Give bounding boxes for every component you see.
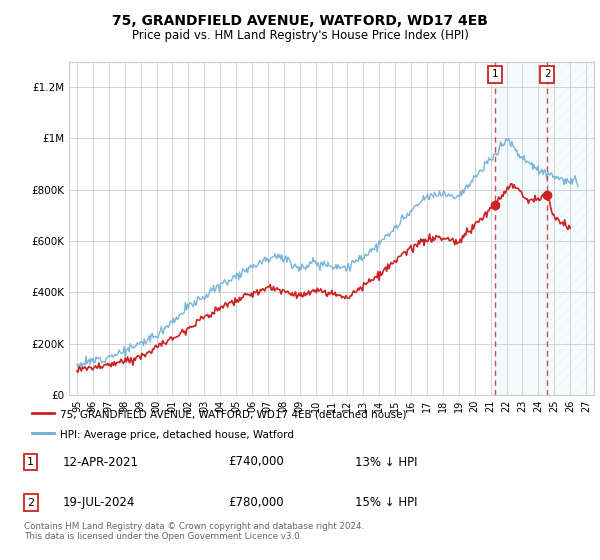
- Text: HPI: Average price, detached house, Watford: HPI: Average price, detached house, Watf…: [60, 430, 294, 440]
- Text: Contains HM Land Registry data © Crown copyright and database right 2024.
This d: Contains HM Land Registry data © Crown c…: [24, 522, 364, 542]
- Text: 1: 1: [492, 69, 499, 80]
- Text: 12-APR-2021: 12-APR-2021: [62, 455, 139, 469]
- Text: 2: 2: [544, 69, 550, 80]
- Bar: [495, 62, 547, 395]
- Text: £780,000: £780,000: [228, 496, 284, 509]
- Text: 13% ↓ HPI: 13% ↓ HPI: [355, 455, 418, 469]
- Text: 1: 1: [27, 457, 34, 467]
- Text: Price paid vs. HM Land Registry's House Price Index (HPI): Price paid vs. HM Land Registry's House …: [131, 29, 469, 42]
- Text: 75, GRANDFIELD AVENUE, WATFORD, WD17 4EB (detached house): 75, GRANDFIELD AVENUE, WATFORD, WD17 4EB…: [60, 409, 406, 419]
- Text: 15% ↓ HPI: 15% ↓ HPI: [355, 496, 418, 509]
- Text: £740,000: £740,000: [228, 455, 284, 469]
- Text: 75, GRANDFIELD AVENUE, WATFORD, WD17 4EB: 75, GRANDFIELD AVENUE, WATFORD, WD17 4EB: [112, 14, 488, 28]
- Text: 2: 2: [27, 498, 34, 507]
- Bar: [547, 62, 594, 395]
- Text: 19-JUL-2024: 19-JUL-2024: [62, 496, 135, 509]
